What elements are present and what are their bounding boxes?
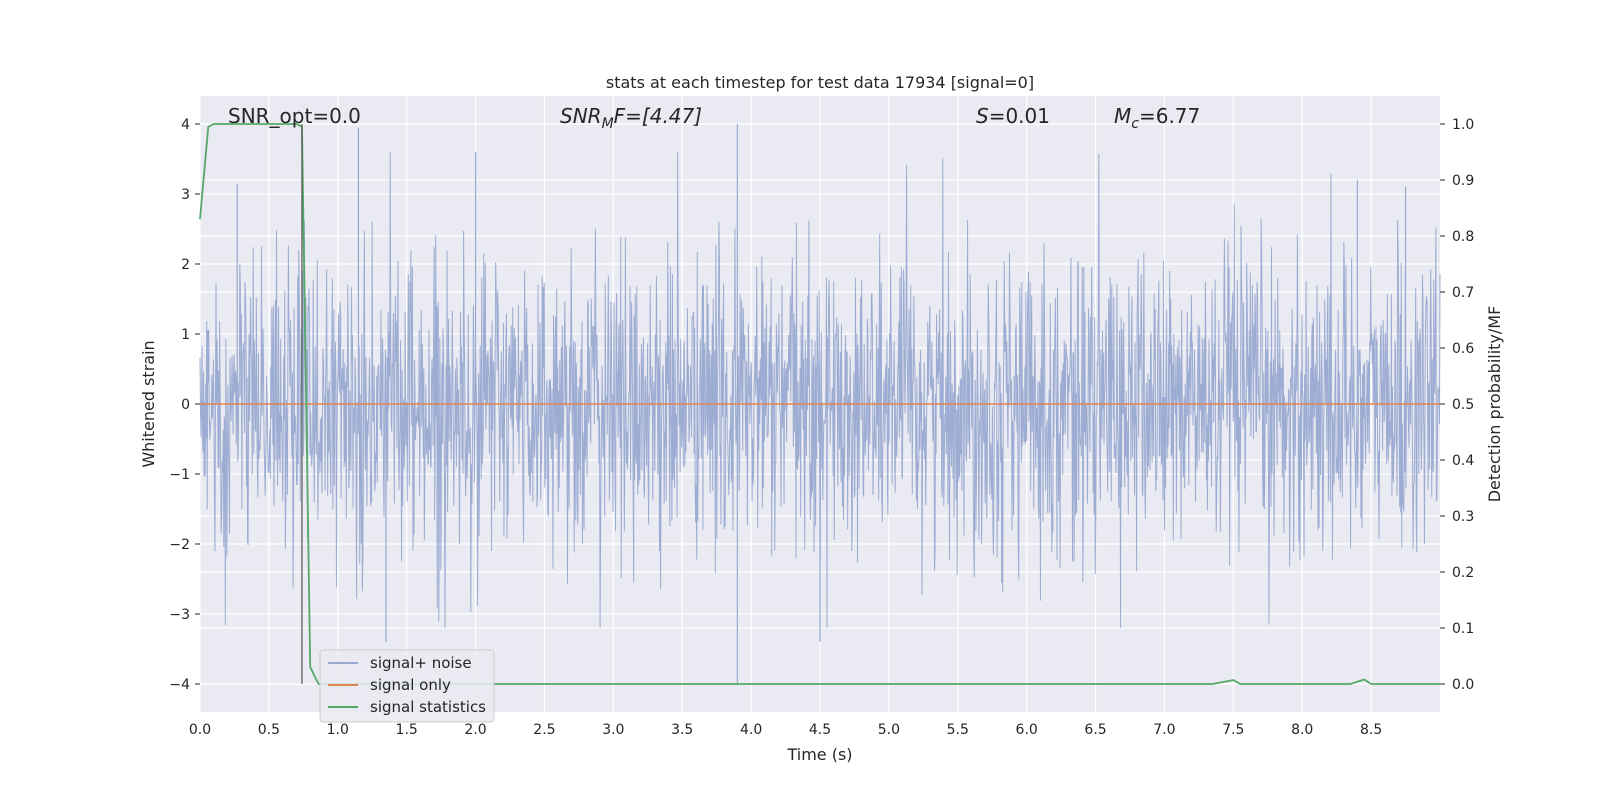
legend-label-noise: signal+ noise [370, 654, 472, 672]
annotation-snr-opt: SNR_opt=0.0 [228, 104, 361, 128]
x-axis-label: Time (s) [786, 745, 852, 764]
x-tick-label: 7.0 [1153, 722, 1175, 738]
y-right-axis-label: Detection probability/MF [1485, 306, 1504, 503]
legend-label-stats: signal statistics [370, 698, 486, 716]
annotation-s-main: S [976, 104, 989, 128]
y-left-tick-label: 2 [181, 257, 190, 273]
y-left-tick-label: −2 [169, 537, 190, 553]
y-right-tick-label: 0.6 [1452, 341, 1474, 357]
x-tick-label: 2.0 [464, 722, 486, 738]
x-tick-label: 5.0 [878, 722, 900, 738]
annotation-mc-sub: c [1131, 116, 1139, 132]
legend-label-signal: signal only [370, 676, 451, 694]
y-left-tick-label: −3 [169, 607, 190, 623]
x-tick-label: 8.0 [1291, 722, 1313, 738]
x-tick-label: 6.5 [1084, 722, 1106, 738]
annotation-snr-mf-rest: F=[4.47] [614, 104, 702, 128]
x-tick-label: 7.5 [1222, 722, 1244, 738]
y-left-tick-label: 3 [181, 187, 190, 203]
y-right-tick-label: 0.1 [1452, 621, 1474, 637]
y-left-tick-label: −1 [169, 467, 190, 483]
y-left-tick-label: 1 [181, 327, 190, 343]
x-tick-label: 1.0 [327, 722, 349, 738]
signal-statistics-series [199, 123, 1440, 685]
legend: signal+ noise signal only signal statist… [319, 649, 495, 723]
annotation-snr-mf-sub: M [602, 116, 614, 132]
x-tick-label: 1.5 [396, 722, 418, 738]
x-tick-label: 8.5 [1360, 722, 1382, 738]
legend-box [319, 649, 495, 723]
x-tick-label: 4.5 [809, 722, 831, 738]
annotation-s: S=0.01 [976, 104, 1050, 128]
annotation-s-rest: =0.01 [989, 104, 1050, 128]
x-tick-label: 5.5 [947, 722, 969, 738]
y-right-tick-label: 0.0 [1452, 677, 1474, 693]
y-right-axis-ticks: 1.0 0.9 0.8 0.7 0.6 0.5 0.4 0.3 0.2 0.1 0.0 [1440, 117, 1474, 693]
annotation-mc-rest: =6.77 [1139, 104, 1200, 128]
y-right-tick-label: 0.7 [1452, 285, 1474, 301]
y-right-tick-label: 0.5 [1452, 397, 1474, 413]
x-tick-label: 0.5 [258, 722, 280, 738]
signal-statistics-line [199, 123, 1440, 685]
annotation-snr-mf-main: SNR [560, 104, 602, 128]
x-tick-label: 6.0 [1016, 722, 1038, 738]
y-right-tick-label: 0.9 [1452, 173, 1474, 189]
chart-title: stats at each timestep for test data 179… [606, 73, 1034, 92]
x-tick-label: 4.0 [740, 722, 762, 738]
y-left-tick-label: 0 [181, 397, 190, 413]
y-left-tick-label: −4 [169, 677, 190, 693]
y-left-axis-label: Whitened strain [139, 340, 158, 467]
y-right-tick-label: 0.3 [1452, 509, 1474, 525]
annotation-snr-mf: SNRMF=[4.47] [560, 104, 702, 132]
annotation-mc-main: M [1114, 104, 1131, 128]
x-tick-label: 2.5 [533, 722, 555, 738]
y-right-tick-label: 0.4 [1452, 453, 1474, 469]
x-tick-label: 0.0 [189, 722, 211, 738]
x-axis-ticks: 0.0 0.5 1.0 1.5 2.0 2.5 3.0 3.5 4.0 4.5 5.0 5.5 6.0 6… [189, 722, 1382, 738]
y-right-tick-label: 0.2 [1452, 565, 1474, 581]
x-tick-label: 3.0 [602, 722, 624, 738]
y-right-tick-label: 0.8 [1452, 229, 1474, 245]
annotation-mc: Mc=6.77 [1114, 104, 1200, 132]
signal-noise-series [199, 124, 1441, 684]
x-tick-label: 3.5 [671, 722, 693, 738]
y-left-tick-label: 4 [181, 117, 190, 133]
y-right-tick-label: 1.0 [1452, 117, 1474, 133]
y-left-axis-ticks: 4 3 2 1 0 −1 −2 −3 −4 [169, 117, 200, 693]
